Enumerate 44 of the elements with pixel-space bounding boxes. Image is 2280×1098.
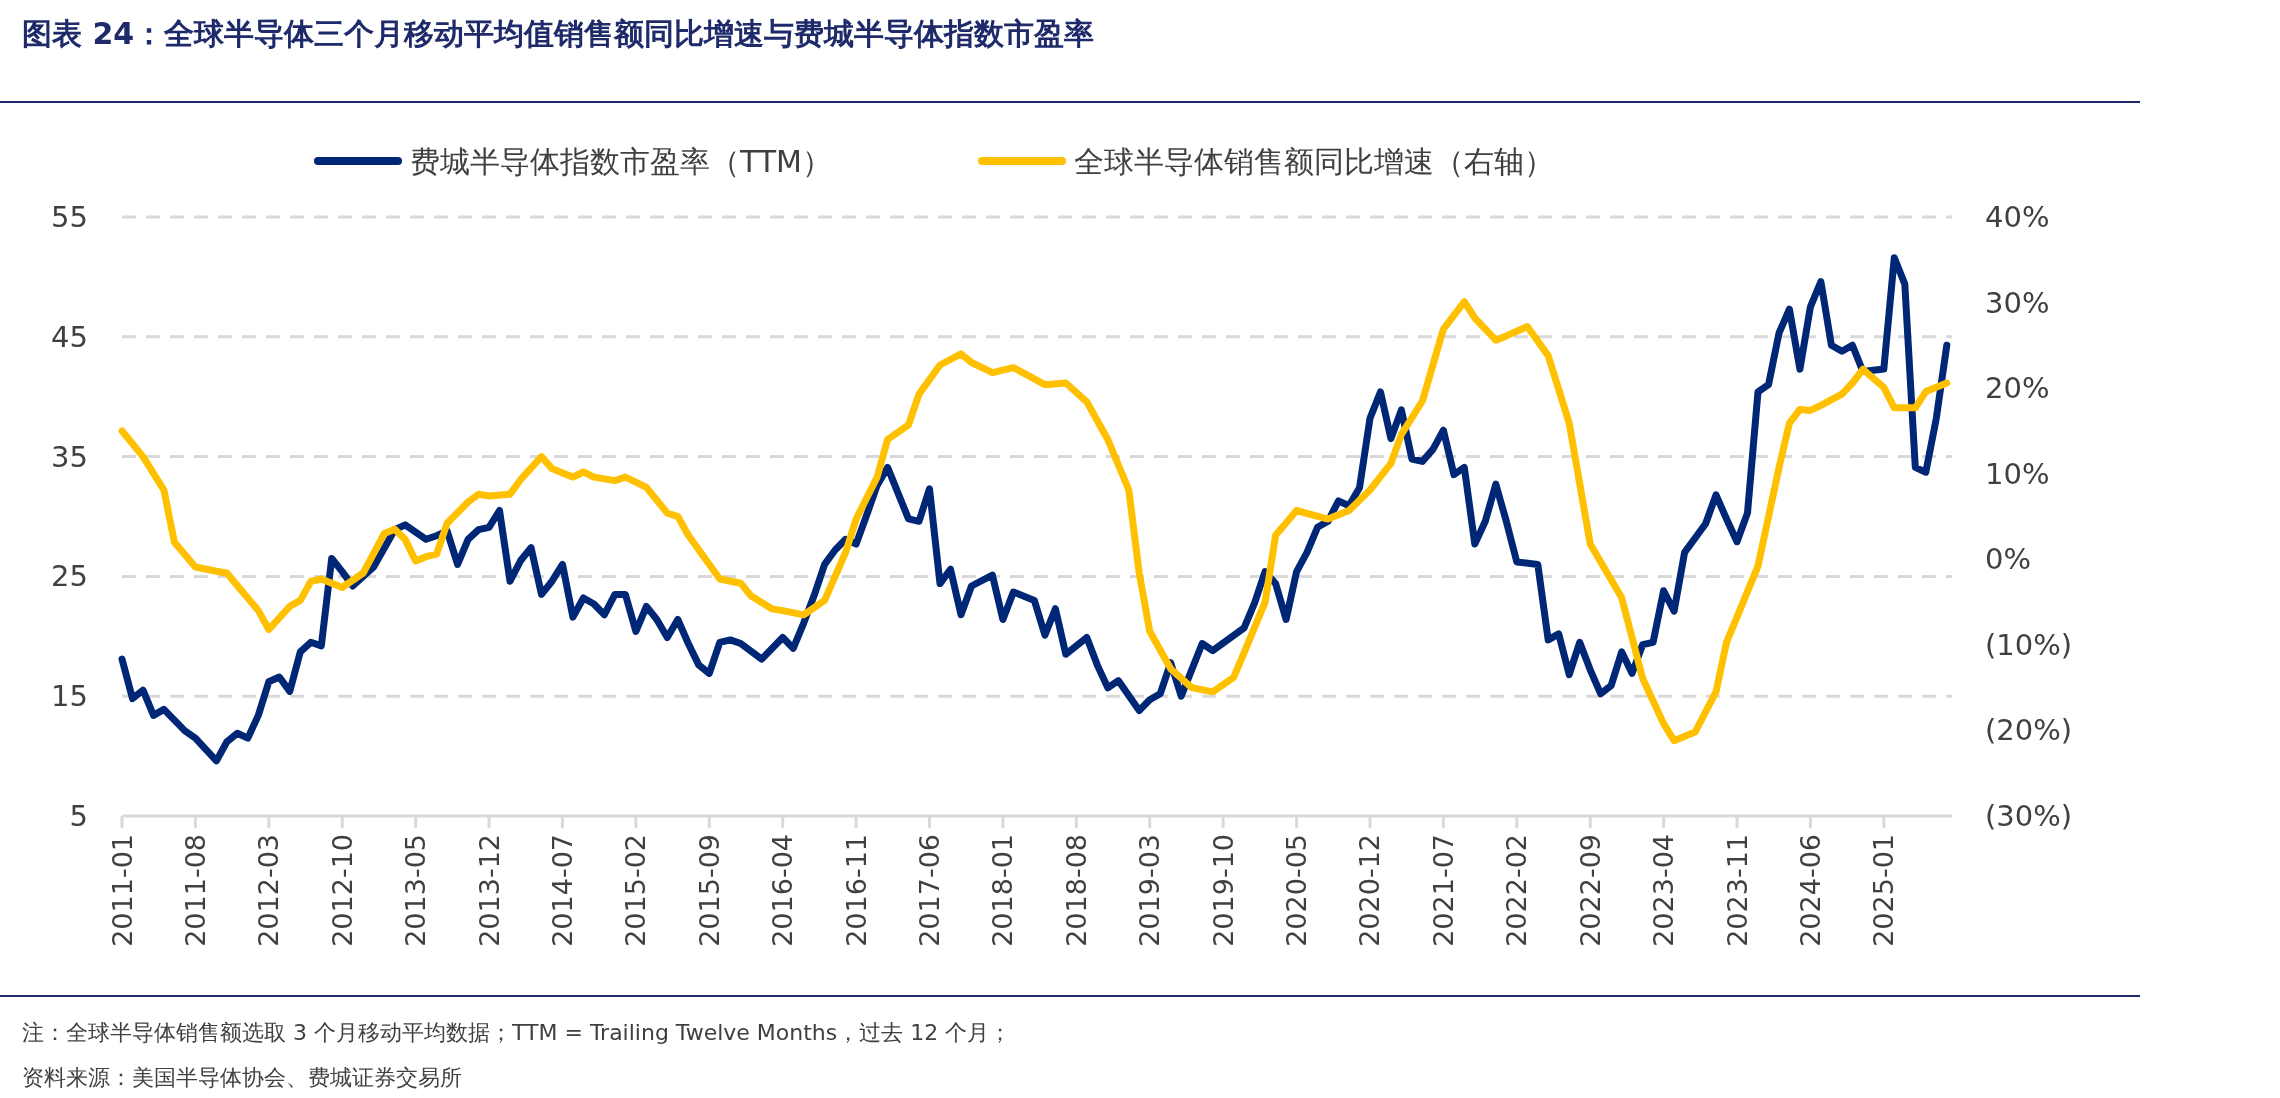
y2-tick-label: (20%) xyxy=(1985,713,2073,748)
text: 资料来源：美国半导体协会、费城证券交易所 xyxy=(22,1064,462,1090)
x-tick-label: 2012-10 xyxy=(326,834,358,947)
x-tick-label: 2015-02 xyxy=(620,834,652,947)
x-tick-label: 2023-11 xyxy=(1721,834,1753,947)
y-tick-label: 5 xyxy=(69,799,88,833)
x-tick-label: 2020-12 xyxy=(1354,834,1386,947)
x-tick-label: 2022-02 xyxy=(1501,834,1533,947)
x-tick-label: 2024-06 xyxy=(1794,834,1826,947)
y-tick-label: 25 xyxy=(51,559,88,594)
x-tick-label: 2019-10 xyxy=(1207,834,1239,947)
x-tick-label: 2015-09 xyxy=(693,834,725,947)
x-tick-label: 2017-06 xyxy=(914,834,946,947)
x-tick-label: 2016-04 xyxy=(767,834,799,947)
x-tick-label: 2011-01 xyxy=(106,834,138,947)
x-tick-label: 2019-03 xyxy=(1134,834,1166,947)
text: 注：全球半导体销售额选取 3 个月移动平均数据；TTM = Trailing Twelve Months，过去 12 个月； xyxy=(22,1019,1012,1045)
x-tick-label: 2011-08 xyxy=(179,834,211,947)
y2-tick-label: 20% xyxy=(1985,371,2050,406)
x-tick-label: 2025-01 xyxy=(1868,834,1900,947)
x-tick-label: 2016-11 xyxy=(840,834,872,947)
y2-tick-label: 0% xyxy=(1985,542,2032,577)
y2-tick-label: 10% xyxy=(1985,456,2050,491)
x-tick-label: 2014-07 xyxy=(546,834,578,947)
x-tick-label: 2020-05 xyxy=(1281,834,1313,947)
legend-label: 全球半导体销售额同比增速（右轴） xyxy=(1074,143,1555,179)
x-tick-label: 2018-01 xyxy=(987,834,1019,947)
x-tick-label: 2021-07 xyxy=(1427,834,1459,947)
y2-tick-label: (10%) xyxy=(1985,627,2073,662)
x-tick-label: 2023-04 xyxy=(1648,834,1680,947)
y-tick-label: 35 xyxy=(51,439,88,474)
x-tick-label: 2018-08 xyxy=(1060,834,1092,947)
y2-tick-label: 30% xyxy=(1985,285,2050,320)
y-tick-label: 55 xyxy=(51,200,88,234)
y2-tick-label: (30%) xyxy=(1985,799,2073,833)
x-tick-label: 2022-09 xyxy=(1574,834,1606,947)
x-tick-label: 2013-05 xyxy=(400,834,432,947)
x-tick-label: 2013-12 xyxy=(473,834,505,947)
x-tick-label: 2012-03 xyxy=(253,834,285,947)
legend-label: 费城半导体指数市盈率（TTM） xyxy=(410,143,833,179)
y-tick-label: 15 xyxy=(51,679,88,714)
y2-tick-label: 40% xyxy=(1985,200,2050,234)
chart-title: 图表 24：全球半导体三个月移动平均值销售额同比增速与费城半导体指数市盈率 xyxy=(22,16,1095,51)
y-tick-label: 45 xyxy=(51,319,88,354)
